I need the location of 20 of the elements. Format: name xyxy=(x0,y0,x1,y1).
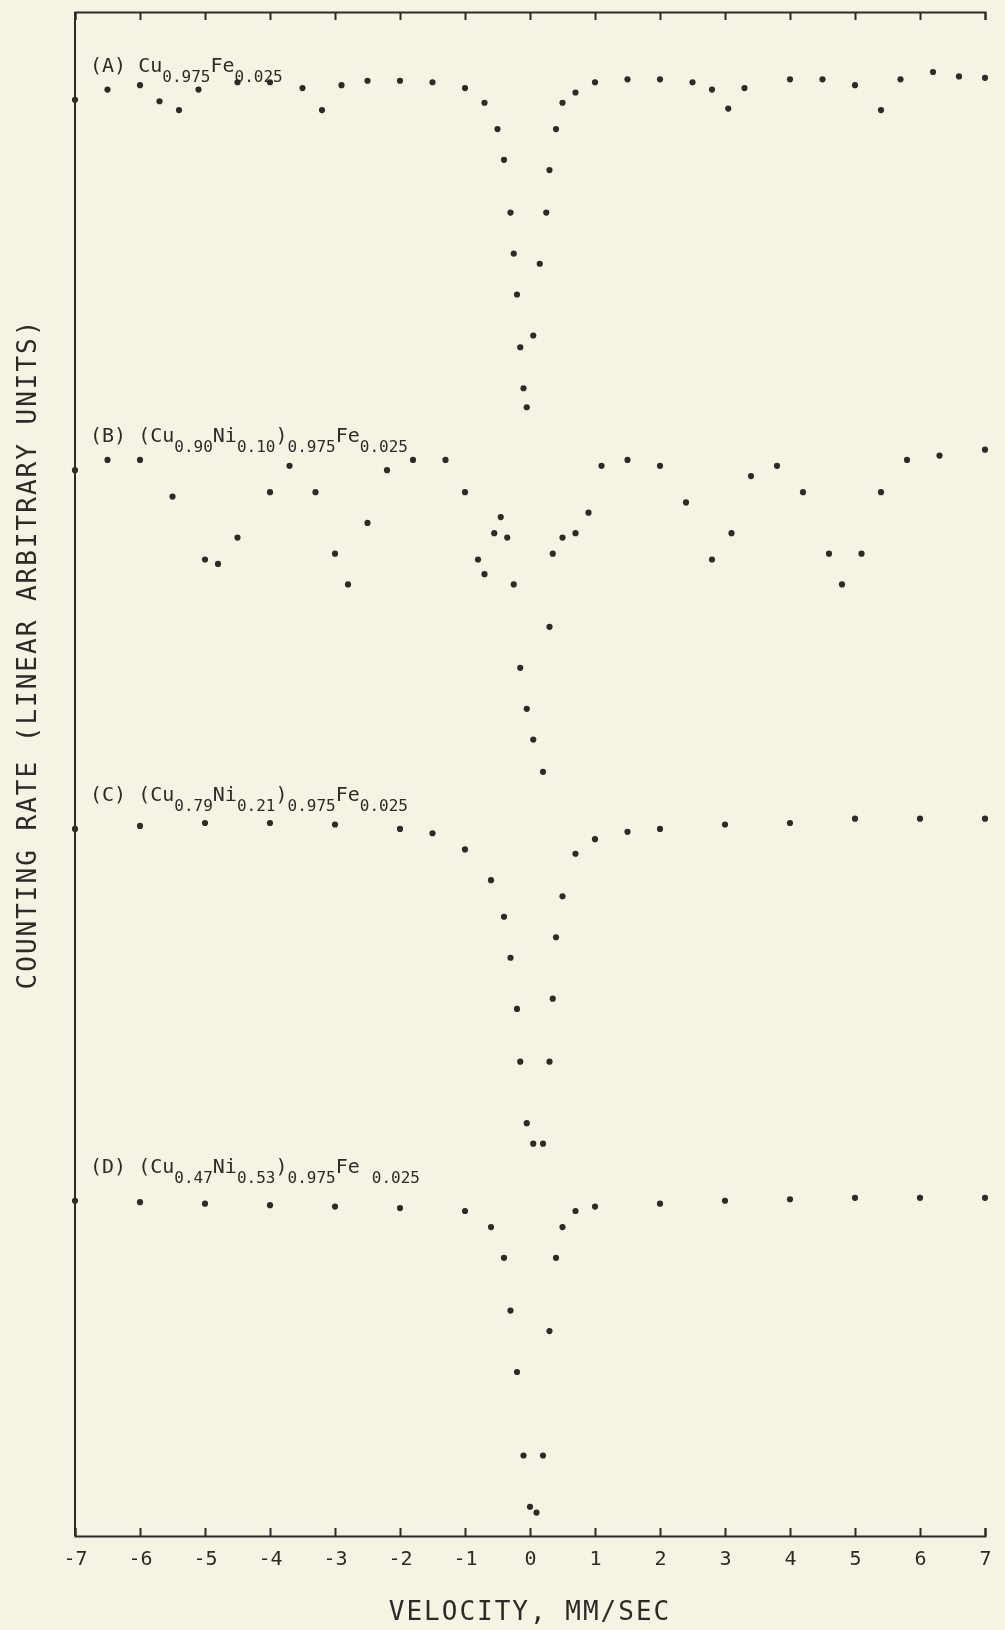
x-tick-label: 1 xyxy=(589,1546,602,1570)
x-tick-label: -1 xyxy=(453,1546,478,1570)
x-tick-label: -6 xyxy=(128,1546,153,1570)
x-tick-label: 0 xyxy=(524,1546,537,1570)
x-tick-label: -7 xyxy=(63,1546,88,1570)
x-axis-title: VELOCITY, MM/SEC xyxy=(388,1596,672,1626)
x-tick-label: 6 xyxy=(914,1546,927,1570)
x-tick-label: 3 xyxy=(719,1546,732,1570)
x-tick-label: 7 xyxy=(979,1546,992,1570)
series-label: (B) (Cu$_{0.90}$Ni$_{0.10}$)$_{0.975}$Fe$_{0.025}$ xyxy=(90,423,408,456)
x-tick-label: -5 xyxy=(193,1546,218,1570)
x-tick-label: -2 xyxy=(388,1546,413,1570)
series-label: (C) (Cu$_{0.79}$Ni$_{0.21}$)$_{0.975}$Fe$_{0.025}$ xyxy=(90,781,408,815)
x-tick-label: 2 xyxy=(654,1546,667,1570)
x-tick-label: 5 xyxy=(849,1546,862,1570)
series-label: (D) (Cu$_{0.47}$Ni$_{0.53}$)$_{0.975}$Fe $_{0.025}$ xyxy=(90,1153,420,1187)
x-tick-label: 4 xyxy=(784,1546,797,1570)
x-tick-label: -3 xyxy=(323,1546,348,1570)
x-tick-label: -4 xyxy=(258,1546,283,1570)
y-axis-title: COUNTING RATE (LINEAR ARBITRARY UNITS) xyxy=(12,318,42,990)
